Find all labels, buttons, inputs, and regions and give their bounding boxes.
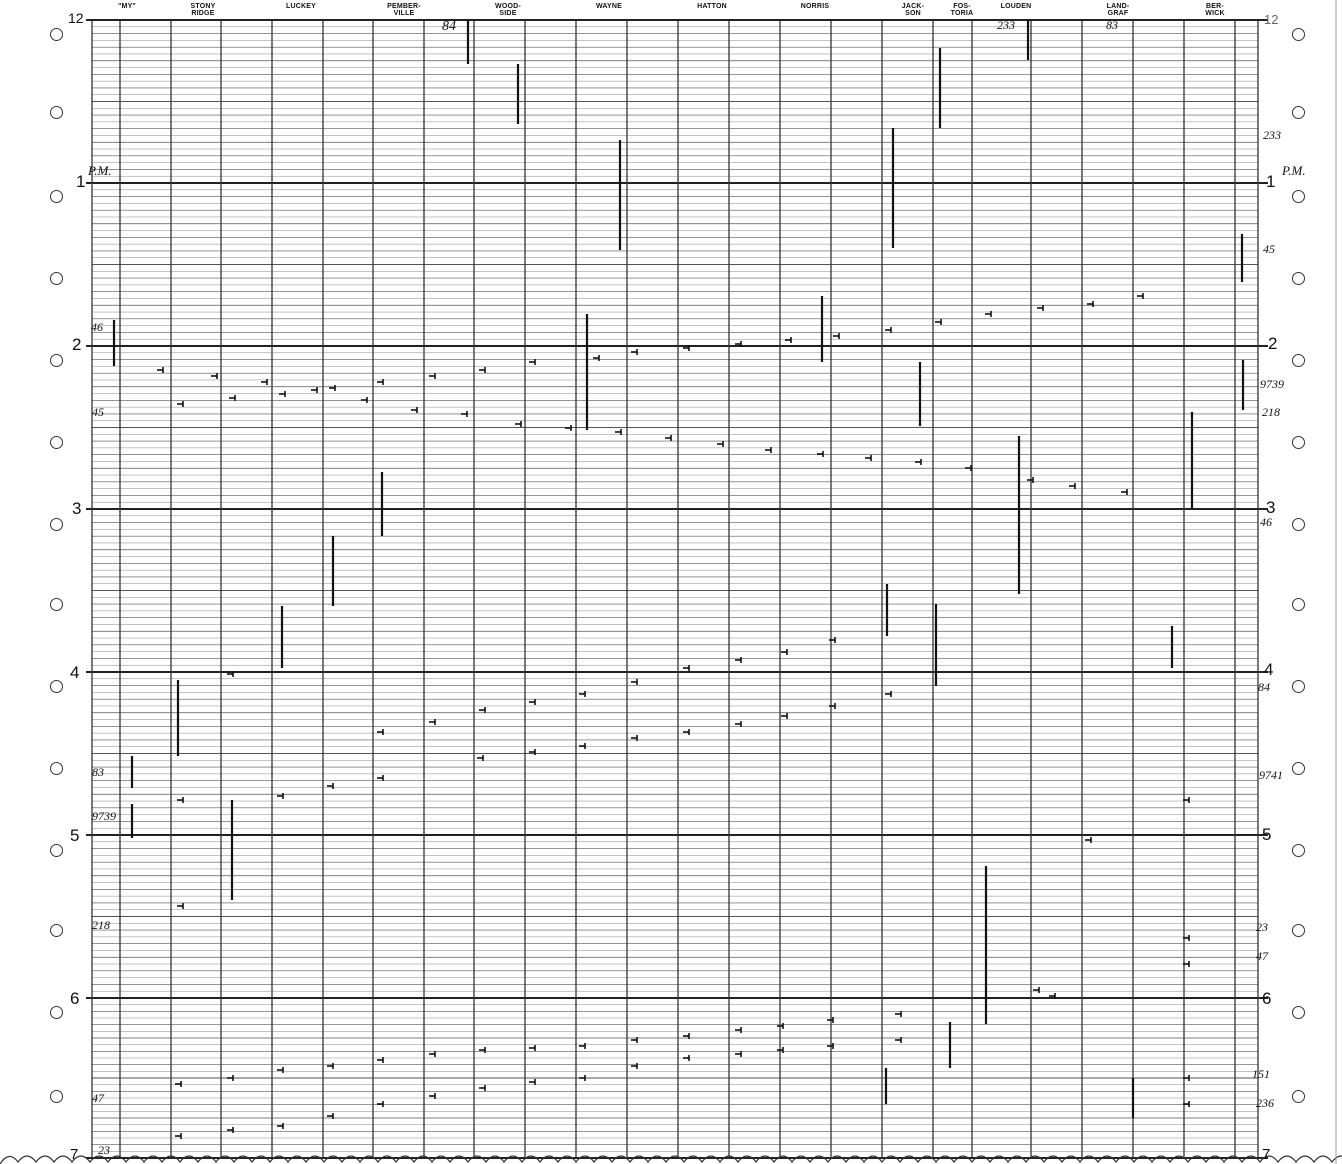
punch-hole — [1292, 680, 1305, 693]
hour-label-right-4: 4 — [1264, 660, 1274, 679]
punch-hole — [1292, 1006, 1305, 1019]
hour-label-left-5: 5 — [70, 826, 80, 845]
punch-hole — [1292, 28, 1305, 41]
station-label-luckey: LUCKEY — [286, 3, 316, 10]
station-label-my: "MY" — [118, 3, 136, 10]
station-label-norris: NORRIS — [800, 3, 830, 10]
punch-hole — [1292, 924, 1305, 937]
punch-hole — [50, 680, 63, 693]
note-top-233: 233 — [997, 18, 1015, 32]
punch-hole — [50, 924, 63, 937]
hour-label-left-12: 12 — [68, 10, 84, 26]
pm-label-left: P.M. — [88, 163, 112, 178]
hour-label-right-2: 2 — [1268, 334, 1278, 353]
punch-hole — [50, 1006, 63, 1019]
note-left-47: 47 — [92, 1091, 104, 1105]
hour-label-right-7: 7 — [1262, 1146, 1271, 1163]
hour-label-right-1: 1 — [1266, 172, 1276, 191]
punch-hole — [50, 190, 63, 203]
station-label-jackson: JACK- SON — [901, 3, 925, 17]
punch-hole — [50, 518, 63, 531]
station-label-louden: LOUDEN — [1000, 3, 1032, 10]
punch-hole — [50, 598, 63, 611]
note-left-218: 218 — [92, 918, 110, 932]
note-right-151: 151 — [1252, 1067, 1270, 1081]
punch-hole — [1292, 190, 1305, 203]
note-left-83: 83 — [92, 765, 104, 779]
station-label-woodside: WOOD- SIDE — [495, 3, 521, 17]
punch-hole — [50, 106, 63, 119]
note-right-236: 236 — [1256, 1096, 1274, 1110]
note-right-84: 84 — [1258, 680, 1270, 694]
hour-label-right-3: 3 — [1266, 498, 1276, 517]
punch-hole — [50, 844, 63, 857]
hour-label-left-1: 1 — [76, 172, 86, 191]
note-left-23: 23 — [98, 1143, 110, 1157]
note-right-23: 23 — [1256, 920, 1268, 934]
punch-hole — [1292, 518, 1305, 531]
punch-hole — [50, 354, 63, 367]
note-top-83: 83 — [1106, 18, 1118, 32]
note-right-9741: 9741 — [1259, 768, 1283, 782]
note-top-84: 84 — [442, 19, 456, 34]
pm-label-right: P.M. — [1282, 163, 1306, 178]
punch-hole — [50, 1090, 63, 1103]
station-label-wayne: WAYNE — [595, 3, 623, 10]
note-right-45: 45 — [1263, 242, 1275, 256]
hour-label-left-6: 6 — [70, 989, 80, 1008]
hour-label-right-6: 6 — [1262, 989, 1272, 1008]
punch-hole — [50, 762, 63, 775]
punch-hole — [1292, 272, 1305, 285]
hour-label-right-12: 12 — [1264, 12, 1279, 27]
punch-hole — [1292, 436, 1305, 449]
note-right-218: 218 — [1262, 405, 1280, 419]
hour-label-left-2: 2 — [72, 335, 82, 354]
station-label-berwick: BER- WICK — [1205, 3, 1225, 17]
hour-label-right-5: 5 — [1262, 825, 1272, 844]
note-left-46: 46 — [91, 320, 103, 334]
note-left-9739: 9739 — [92, 809, 116, 823]
punch-hole — [1292, 762, 1305, 775]
station-label-landgraf: LAND- GRAF — [1106, 3, 1130, 17]
station-label-fostoria: FOS- TORIA — [950, 3, 974, 17]
punch-hole — [1292, 844, 1305, 857]
punch-hole — [50, 436, 63, 449]
station-label-stony-ridge: STONY RIDGE — [190, 3, 216, 17]
punch-hole — [1292, 354, 1305, 367]
hour-label-left-7: 7 — [70, 1146, 79, 1163]
torn-bottom-edge — [0, 1155, 1342, 1164]
note-right-46: 46 — [1260, 515, 1272, 529]
station-label-pemberville: PEMBER- VILLE — [387, 3, 421, 17]
note-right-233: 233 — [1263, 128, 1281, 142]
punch-hole — [1292, 106, 1305, 119]
punch-hole — [50, 272, 63, 285]
punch-hole — [50, 28, 63, 41]
note-right-9739: 9739 — [1260, 377, 1284, 391]
punch-hole — [1292, 598, 1305, 611]
hour-label-left-3: 3 — [72, 499, 82, 518]
hour-label-left-4: 4 — [70, 663, 80, 682]
punch-hole — [1292, 1090, 1305, 1103]
note-left-45: 45 — [92, 405, 104, 419]
station-label-hatton: HATTON — [697, 3, 727, 10]
note-right-47: 47 — [1256, 949, 1268, 963]
